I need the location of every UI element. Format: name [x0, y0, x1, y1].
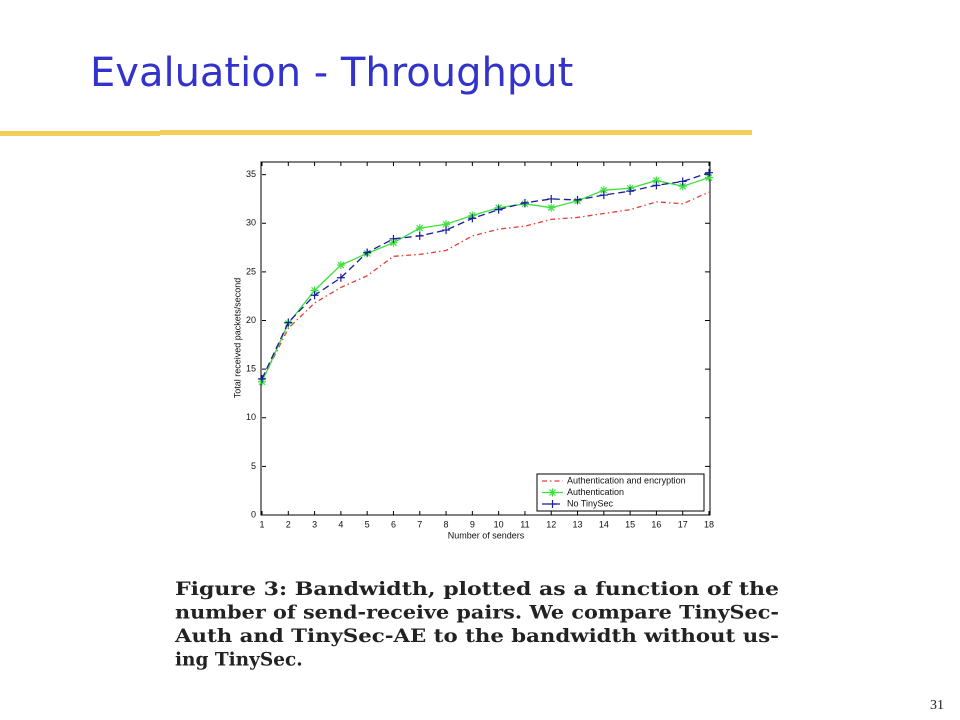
- title-rule: [160, 130, 752, 135]
- x-tick-label: 8: [444, 519, 449, 529]
- x-tick-label: 4: [338, 519, 343, 529]
- marker: [284, 318, 293, 327]
- caption-line: number of send-receive pairs. We compare…: [175, 603, 779, 624]
- caption-line: Auth and TinySec-AE to the bandwidth wit…: [174, 626, 779, 647]
- series-line: [261, 191, 710, 382]
- legend-marker: [548, 500, 557, 508]
- marker: [336, 273, 345, 282]
- x-tick-label: 15: [625, 519, 635, 529]
- page-number: 31: [930, 698, 944, 713]
- series-line: [261, 176, 710, 383]
- y-tick-label: 35: [246, 169, 256, 179]
- marker: [336, 261, 345, 270]
- x-tick-label: 2: [286, 519, 291, 529]
- y-tick-label: 25: [246, 266, 256, 276]
- x-tick-label: 9: [470, 519, 475, 529]
- y-tick-label: 20: [246, 315, 256, 325]
- marker: [678, 182, 687, 191]
- legend: Authentication and encryption Authenticat…: [536, 473, 705, 512]
- marker: [389, 234, 398, 243]
- marker: [442, 220, 451, 229]
- y-axis-label: Total received packets/second: [232, 278, 242, 399]
- marker: [705, 168, 713, 177]
- marker: [258, 374, 266, 383]
- marker: [599, 186, 608, 195]
- x-tick-label: 11: [520, 519, 529, 529]
- title-rule: [0, 131, 160, 136]
- marker: [310, 291, 319, 300]
- series-line: [261, 172, 710, 380]
- caption-line: Figure 3: Bandwidth, plotted as a functi…: [175, 579, 779, 600]
- marker: [415, 231, 424, 240]
- caption-line: ing TinySec.: [175, 650, 303, 671]
- y-tick-label: 5: [251, 461, 256, 471]
- marker: [310, 286, 319, 295]
- marker: [363, 248, 372, 257]
- y-tick-label: 10: [246, 412, 256, 422]
- marker: [415, 224, 424, 233]
- x-tick-label: 14: [599, 519, 609, 529]
- marker: [705, 173, 713, 182]
- marker: [652, 176, 661, 185]
- marker: [442, 226, 451, 235]
- x-tick-label: 17: [678, 519, 688, 529]
- x-tick-label: 18: [704, 519, 714, 529]
- marker: [494, 205, 503, 214]
- x-tick-label: 7: [417, 519, 422, 529]
- x-tick-label: 13: [573, 519, 583, 529]
- marker: [468, 214, 477, 223]
- legend-box: [536, 473, 705, 512]
- legend-label: Authentication: [567, 487, 624, 497]
- marker: [678, 177, 687, 186]
- marker: [573, 195, 582, 204]
- legend-label: No TinySec: [567, 498, 614, 508]
- x-axis-label: Number of senders: [448, 530, 525, 540]
- x-tick-label: 10: [494, 519, 504, 529]
- marker: [520, 198, 529, 207]
- y-tick-label: 15: [246, 364, 256, 374]
- x-tick-label: 1: [259, 519, 264, 529]
- slide-title: Evaluation - Throughput: [90, 50, 573, 96]
- marker: [626, 187, 635, 196]
- x-tick-label: 5: [365, 519, 370, 529]
- x-tick-label: 16: [651, 519, 661, 529]
- legend-marker: [548, 488, 557, 497]
- y-tick-label: 30: [246, 218, 256, 228]
- x-tick-label: 6: [391, 519, 396, 529]
- plot-frame: [260, 161, 711, 516]
- marker: [599, 191, 608, 200]
- marker: [652, 181, 661, 190]
- x-tick-label: 12: [546, 519, 556, 529]
- legend-label: Authentication and encryption: [567, 475, 686, 485]
- y-tick-label: 0: [251, 509, 256, 519]
- marker: [547, 203, 556, 212]
- marker: [547, 194, 556, 203]
- x-tick-label: 3: [312, 519, 317, 529]
